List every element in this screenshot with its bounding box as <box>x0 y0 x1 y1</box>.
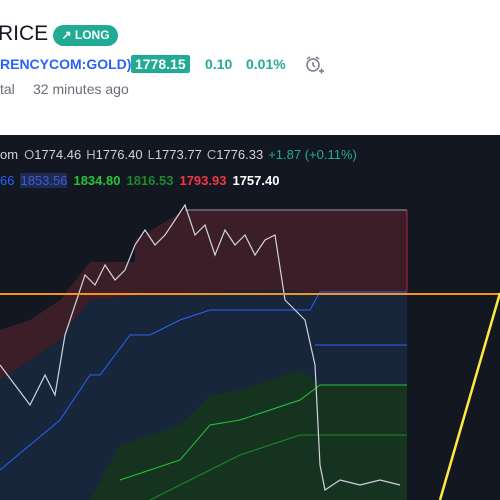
long-badge[interactable]: ↗ LONG <box>53 25 118 46</box>
chart-plot <box>0 203 500 500</box>
indicator-value: 1757.40 <box>232 173 280 188</box>
change: 0.10 <box>205 56 233 72</box>
author[interactable]: tal <box>0 81 15 97</box>
green-zone <box>90 370 407 500</box>
indicator-value: 1834.80 <box>73 173 121 188</box>
chart-symbol: om <box>0 147 19 162</box>
ohlc-value: 1773.77 <box>154 147 202 162</box>
blue-line <box>0 291 407 471</box>
badge-text: LONG <box>74 28 110 42</box>
alert-icon[interactable] <box>303 54 325 76</box>
trend-arrow <box>438 292 500 500</box>
indicator-value: 1816.53 <box>126 173 174 188</box>
green-line <box>119 384 407 481</box>
indicator-value: 66 <box>0 173 15 188</box>
change-percent: 0.01% <box>246 56 286 72</box>
idea-title: RICE <box>0 22 49 45</box>
ohlc-key: C <box>206 147 217 162</box>
ohlc-value: 1776.33 <box>216 147 264 162</box>
ohlc-key: O <box>24 147 35 162</box>
green-line-2 <box>149 434 407 500</box>
chart: om O1774.46 H1776.40 L1773.77 C1776.33 +1.87 … <box>0 135 500 500</box>
ohlc-key: L <box>147 147 155 162</box>
price-path <box>0 203 401 491</box>
indicator-value: 1853.56 <box>20 173 68 188</box>
indicator-legend: 66 1853.56 1834.80 1816.53 1793.93 1757.40 <box>0 173 285 188</box>
indicator-value: 1793.93 <box>179 173 227 188</box>
ohlc-legend: om O1774.46 H1776.40 L1773.77 C1776.33 +1.87 … <box>0 147 357 162</box>
ohlc-change: +1.87 (+0.11%) <box>268 147 357 162</box>
ohlc-value: 1776.40 <box>95 147 143 162</box>
ohlc-key: H <box>86 147 96 162</box>
symbol-link[interactable]: RENCYCOM:GOLD) <box>0 56 132 72</box>
time: 32 minutes ago <box>33 81 129 97</box>
price: 1778.15 <box>131 55 190 73</box>
ohlc-value: 1774.46 <box>34 147 82 162</box>
resistance-zone <box>0 210 407 380</box>
